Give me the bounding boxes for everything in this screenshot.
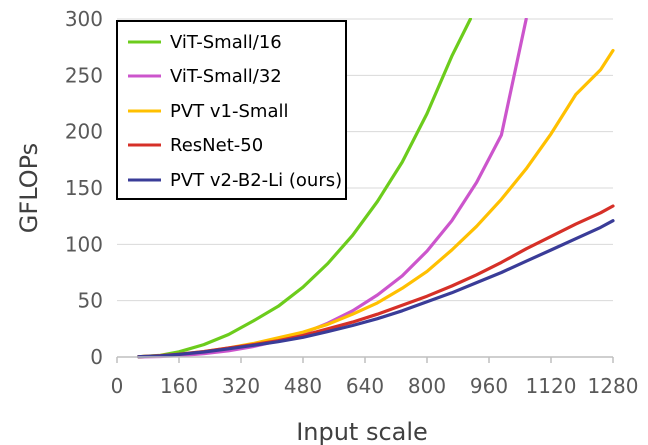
legend-label: PVT v2-B2-Li (ours)	[170, 170, 342, 191]
legend-label: ViT-Small/32	[170, 66, 282, 87]
legend-label: PVT v1-Small	[170, 101, 288, 122]
x-tick-label: 800	[408, 374, 446, 398]
x-tick-label: 1120	[526, 374, 577, 398]
x-tick-label: 160	[160, 374, 198, 398]
y-tick-label: 150	[65, 176, 103, 200]
y-tick-label: 200	[65, 120, 103, 144]
y-tick-label: 250	[65, 63, 103, 87]
y-tick-label: 50	[78, 289, 103, 313]
plot-area	[137, 18, 615, 359]
x-tick-label: 960	[470, 374, 508, 398]
legend: ViT-Small/16 ViT-Small/32 PVT v1-Small R…	[116, 20, 347, 200]
x-tick-label: 640	[346, 374, 384, 398]
y-axis-title: GFLOPs	[15, 143, 43, 233]
legend-label: ResNet-50	[170, 135, 263, 156]
axes: 0 50 100 150 200 250 300 0 160 320 480 640 800 960 112…	[65, 7, 639, 398]
y-tick-label: 300	[65, 7, 103, 31]
x-tick-label: 480	[284, 374, 322, 398]
x-tick-label: 0	[111, 374, 124, 398]
series-line-0	[137, 18, 472, 359]
y-tick-label: 0	[90, 345, 103, 369]
series-line-3	[137, 204, 615, 359]
legend-label: ViT-Small/16	[170, 32, 282, 53]
x-tick-label: 320	[222, 374, 260, 398]
series-line-4	[137, 219, 615, 359]
x-tick-label: 1280	[588, 374, 639, 398]
x-axis-title: Input scale	[296, 418, 428, 445]
y-tick-label: 100	[65, 232, 103, 256]
